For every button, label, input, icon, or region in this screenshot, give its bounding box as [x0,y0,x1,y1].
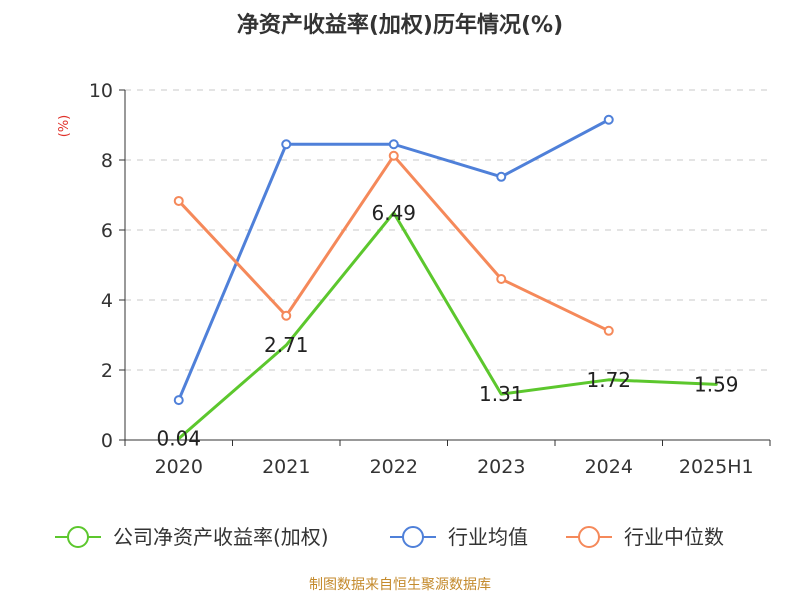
y-axis-ticks: 0 2 4 6 8 10 [89,80,125,452]
series-lines [173,114,718,441]
legend: 公司净资产收益率(加权) 行业均值 行业中位数 [55,525,724,549]
series-point-1 [496,171,507,182]
legend-marker-2 [578,526,600,548]
data-label: 1.72 [586,368,631,392]
series-point-1 [281,139,292,150]
y-tick-label: 0 [101,430,113,452]
series-point-2 [281,310,292,321]
data-labels: 0.04 2.71 6.49 1.31 1.72 1.59 [156,201,738,451]
series-line-1 [177,118,611,402]
x-tick-label: 2021 [262,456,310,478]
x-tick-label: 2022 [370,456,418,478]
data-label: 0.04 [156,427,201,451]
series-point-2 [388,150,399,161]
axes [124,90,770,441]
gridlines [125,89,770,371]
legend-label-2: 行业中位数 [624,525,724,549]
legend-marker-0 [67,526,89,548]
data-label: 2.71 [264,333,309,357]
y-tick-label: 10 [89,80,113,102]
series-point-1 [388,139,399,150]
series-point-1 [173,395,184,406]
y-tick-label: 2 [101,360,113,382]
x-tick-label: 2020 [155,456,203,478]
x-tick-label: 2023 [477,456,525,478]
legend-marker-1 [402,526,424,548]
legend-label-0: 公司净资产收益率(加权) [113,525,329,549]
legend-label-1: 行业均值 [448,525,528,549]
series-point-2 [603,325,614,336]
y-axis-unit-label: (%) [57,115,72,138]
data-label: 1.31 [479,382,524,406]
x-axis-ticks: 2020 2021 2022 2023 2024 2025H1 [124,440,771,478]
chart-title: 净资产收益率(加权)历年情况(%) [237,12,563,38]
y-tick-label: 8 [101,150,113,172]
series-point-2 [173,195,184,206]
source-note: 制图数据来自恒生聚源数据库 [309,577,491,593]
y-tick-label: 6 [101,220,113,242]
x-tick-label: 2024 [585,456,633,478]
data-label: 6.49 [371,201,416,225]
series-line-0 [177,211,718,441]
series-point-1 [603,114,614,125]
series-point-2 [496,274,507,284]
x-tick-label: 2025H1 [679,456,754,478]
data-label: 1.59 [694,372,739,396]
y-tick-label: 4 [101,290,113,312]
